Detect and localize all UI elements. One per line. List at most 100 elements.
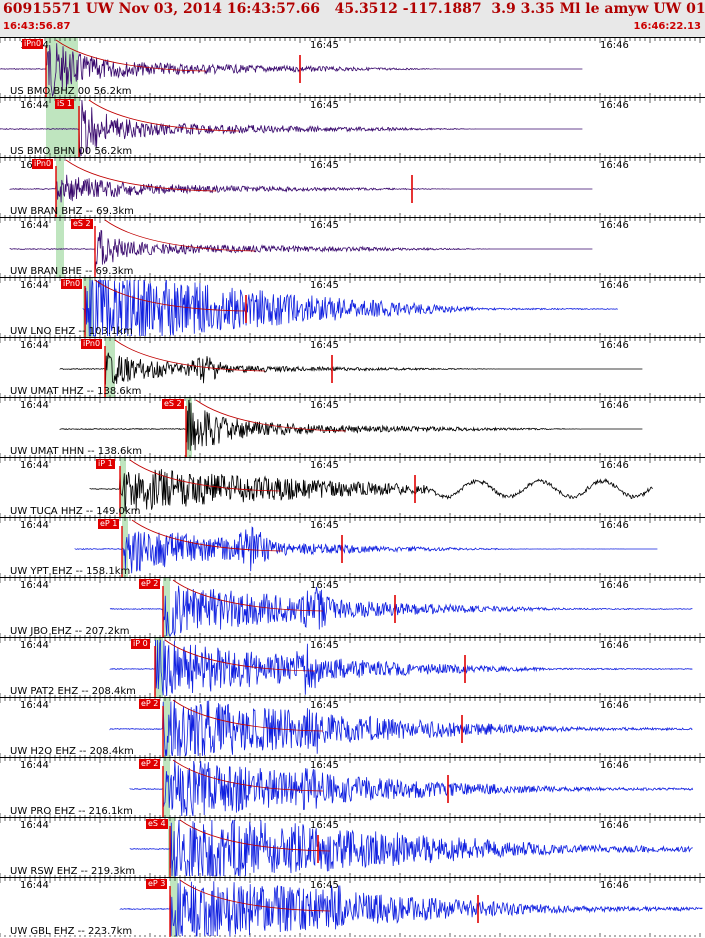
station-label: UW RSW EHZ -- 219.3km [10,866,136,877]
waveform [0,99,583,157]
time-label: 16:44 [20,640,49,651]
time-label: 16:45 [310,40,339,51]
waveform [129,819,693,877]
time-label: 16:44 [20,880,49,891]
time-label: 16:46 [600,100,629,111]
pick-tag[interactable]: iPn0 [81,339,103,349]
pick-tag[interactable]: eS 2 [162,399,184,409]
time-label: 16:45 [310,460,339,471]
pick-tag[interactable]: eP 2 [139,699,161,709]
time-label: 16:44 [20,100,49,111]
pick-tag[interactable]: eP 3 [146,879,168,889]
waveform [109,639,693,697]
waveform [9,229,593,270]
moveout-curve [179,879,331,912]
time-ticks [0,158,701,217]
pick-tag[interactable]: iPn0 [22,39,44,49]
moveout-curve [131,519,283,552]
trace-panel: 16:44 16:45 16:46 eP 2 UW PRO EHZ -- 216.1km [0,757,705,817]
time-ticks [0,638,701,697]
seismogram [0,158,701,217]
trace-panel: 16:44 16:45 16:46 eS 2 UW UMAT HHN -- 138.6k… [0,397,705,457]
time-label: 16:44 [20,820,49,831]
pick-tag[interactable]: eP 1 [98,519,120,529]
time-label: 16:46 [600,520,629,531]
time-label: 16:44 [20,760,49,771]
pick-tag[interactable]: eS 2 [71,219,93,229]
moveout-curve [172,699,324,732]
station-label: UW LNO EHZ -- 103.1km [10,326,133,337]
waveform [109,585,693,637]
moveout-curve [195,399,347,432]
pick-tag[interactable]: eS 4 [146,819,168,829]
pick-tag[interactable]: iP 1 [96,459,115,469]
time-label: 16:46 [600,400,629,411]
phase-window [105,338,115,397]
time-label: 16:46 [600,580,629,591]
time-ticks [0,458,701,517]
pick-tag[interactable]: iP 0 [131,639,150,649]
moveout-curve [172,579,324,612]
time-label: 16:44 [20,520,49,531]
seismogram [0,398,701,457]
trace-panel: 16:44 16:45 16:46 eP 2 UW H2O EHZ -- 208.4km [0,697,705,757]
seismogram [0,458,701,517]
seismogram [0,638,701,697]
trace-panel: 16:44 16:45 16:46 eS 2 UW BRAN BHE -- 69.3km [0,217,705,277]
time-label: 16:45 [310,280,339,291]
time-label: 16:45 [310,640,339,651]
trace-panel: 16:44 16:45 16:46 iP 1 UW TUCA HHZ -- 149.0k… [0,457,705,517]
start-time: 16:43:56.87 [3,21,71,32]
time-label: 16:44 [20,400,49,411]
station-label: UW UMAT HHN -- 138.6km [10,446,142,457]
pick-tag[interactable]: iS 1 [55,99,74,109]
time-label: 16:45 [310,400,339,411]
seismogram [0,278,701,337]
time-label: 16:44 [20,340,49,351]
time-label: 16:46 [600,40,629,51]
trace-panel: 16:44 16:45 16:46 iS 1 US BMO BHN 00 56.2km [0,97,705,157]
phase-window [163,698,170,757]
time-ticks [0,218,701,277]
waveform [74,526,658,574]
pick-tag[interactable]: iPn0 [32,159,54,169]
station-label: UW JBO EHZ -- 207.2km [10,626,130,637]
seismogram [0,338,701,397]
trace-panel: 16:44 16:45 16:46 iPn0 UW UMAT HHZ -- 138.6k… [0,337,705,397]
waveform [59,399,643,451]
station-label: US BMO BHN 00 56.2km [10,146,133,157]
time-label: 16:44 [20,280,49,291]
time-label: 16:45 [310,160,339,171]
time-label: 16:45 [310,760,339,771]
phase-window [170,878,178,937]
moveout-curve [55,39,207,72]
time-label: 16:46 [600,460,629,471]
time-label: 16:46 [600,760,629,771]
time-label: 16:45 [310,700,339,711]
trace-panel: 16:44 16:45 16:46 eP 1 UW YPT EHZ -- 158.1km [0,517,705,577]
event-header: 60915571 UW Nov 03, 2014 16:43:57.66 45.… [0,0,705,37]
phase-window [163,758,170,817]
waveform [119,879,703,937]
waveform [89,469,653,512]
event-title: 60915571 UW Nov 03, 2014 16:43:57.66 45.… [3,1,705,17]
time-label: 16:45 [310,820,339,831]
waveform [59,352,643,385]
station-label: UW BRAN BHZ -- 69.3km [10,206,134,217]
phase-window [83,278,93,337]
moveout-curve [88,99,240,132]
time-label: 16:45 [310,220,339,231]
moveout-curve [65,159,217,192]
pick-tag[interactable]: eP 2 [139,759,161,769]
station-label: UW YPT EHZ -- 158.1km [10,566,131,577]
station-label: UW UMAT HHZ -- 138.6km [10,386,142,397]
trace-panel: 16:44 16:45 16:46 eS 4 UW RSW EHZ -- 219.3km [0,817,705,877]
pick-tag[interactable]: eP 2 [139,579,161,589]
moveout-curve [104,219,256,252]
moveout-curve [94,279,246,312]
phase-window [163,578,170,637]
moveout-curve [114,339,266,372]
pick-tag[interactable]: iPn0 [61,279,83,289]
time-label: 16:46 [600,340,629,351]
